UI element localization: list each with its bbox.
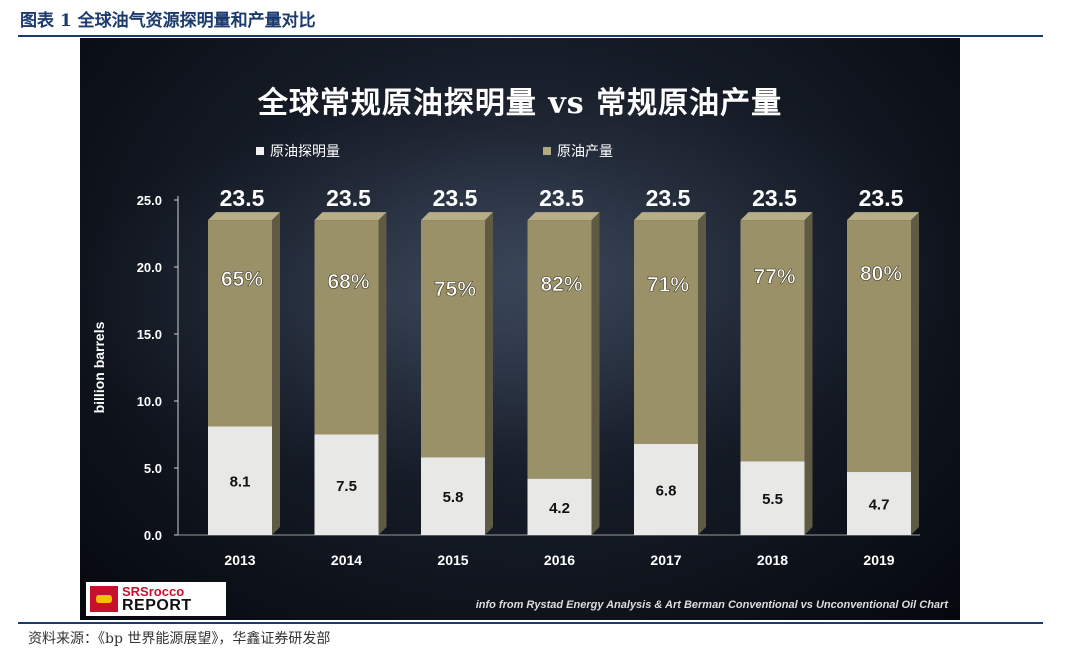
bar-discovered xyxy=(740,461,805,535)
x-tick-label: 2018 xyxy=(757,552,788,568)
data-label-discovered: 4.7 xyxy=(869,497,890,514)
x-tick-label: 2017 xyxy=(650,552,681,568)
legend-swatch-production xyxy=(543,147,551,155)
bar-top xyxy=(847,212,919,221)
source-note: 资料来源：《bp 世界能源展望》，华鑫证券研发部 xyxy=(28,631,331,647)
data-label-discovered: 5.5 xyxy=(762,491,783,508)
bar-side xyxy=(698,212,706,535)
bar-side xyxy=(804,212,813,535)
bar-production xyxy=(208,220,272,427)
bar-discovered xyxy=(634,443,698,535)
total-label: 23.5 xyxy=(859,185,904,211)
bar-top xyxy=(634,212,706,221)
bar-discovered xyxy=(208,426,272,535)
data-label-production: 75% xyxy=(434,278,476,301)
bar-production xyxy=(634,220,698,444)
bar-production xyxy=(740,220,805,462)
data-label-discovered: 5.8 xyxy=(443,489,464,506)
total-label: 23.5 xyxy=(539,185,584,211)
data-label-production: 71% xyxy=(647,274,689,297)
x-tick-label: 2016 xyxy=(544,552,575,568)
data-label-production: 77% xyxy=(753,265,795,288)
bar-top xyxy=(421,212,493,221)
bar-side xyxy=(272,212,280,535)
legend-label-production: 原油产量 xyxy=(557,144,613,160)
y-tick-label: 15.0 xyxy=(137,327,162,342)
bar-side xyxy=(591,212,600,535)
bar-side xyxy=(911,212,919,535)
bar-discovered xyxy=(527,478,592,535)
bottom-rule xyxy=(18,622,1043,624)
x-tick-label: 2014 xyxy=(331,552,362,568)
y-tick-label: 5.0 xyxy=(144,461,162,476)
bar-side xyxy=(378,212,387,535)
data-label-production: 82% xyxy=(540,273,582,296)
bar-discovered xyxy=(314,434,379,535)
data-label-discovered: 7.5 xyxy=(336,478,357,495)
bar-top xyxy=(314,212,387,221)
data-label-discovered: 4.2 xyxy=(549,500,570,517)
total-label: 23.5 xyxy=(646,185,691,211)
bar-production xyxy=(527,220,592,479)
oil-barrel-icon xyxy=(90,586,118,612)
chart-panel: 全球常规原油探明量 vs 常规原油产量 原油探明量 原油产量 0.0 5.0 10.… xyxy=(80,38,960,620)
y-tick-label: 20.0 xyxy=(137,260,162,275)
source-credit: info from Rystad Energy Analysis & Art B… xyxy=(475,599,948,611)
y-tick-label: 10.0 xyxy=(137,394,162,409)
legend-label-discovered: 原油探明量 xyxy=(270,144,340,160)
legend-item-production: 原油产量 xyxy=(543,141,613,161)
x-tick-label: 2019 xyxy=(863,552,894,568)
bar-top xyxy=(208,212,280,221)
total-label: 23.5 xyxy=(752,185,797,211)
legend-item-discovered: 原油探明量 xyxy=(256,141,340,161)
x-tick-label: 2015 xyxy=(437,552,468,568)
bar-top xyxy=(527,212,600,221)
y-tick-label: 0.0 xyxy=(144,528,162,543)
top-rule xyxy=(18,35,1043,37)
total-label: 23.5 xyxy=(433,185,478,211)
data-label-discovered: 8.1 xyxy=(230,474,251,491)
y-tick-label: 25.0 xyxy=(137,193,162,208)
legend-swatch-discovered xyxy=(256,147,264,155)
y-axis-label: billion barrels xyxy=(91,321,107,413)
x-tick-label: 2013 xyxy=(224,552,255,568)
bar-discovered xyxy=(421,457,485,535)
bar-side xyxy=(485,212,493,535)
bar-production xyxy=(847,220,911,473)
logo-line1: SRSrocco xyxy=(122,584,185,599)
bar-production xyxy=(314,220,379,435)
data-label-discovered: 6.8 xyxy=(656,482,677,499)
figure-title: 图表 1 全球油气资源探明量和产量对比 xyxy=(20,11,316,31)
bar-chart: 0.0 5.0 10.0 15.0 20.0 25.0 billion barrels 8.1… xyxy=(91,185,920,568)
chart-title: 全球常规原油探明量 vs 常规原油产量 xyxy=(257,86,783,121)
bar-discovered xyxy=(847,472,911,535)
total-label: 23.5 xyxy=(220,185,265,211)
data-label-production: 68% xyxy=(327,271,369,294)
data-label-production: 65% xyxy=(221,268,263,291)
bar-top xyxy=(740,212,813,221)
data-label-production: 80% xyxy=(860,263,902,286)
total-label: 23.5 xyxy=(326,185,371,211)
logo-line2: REPORT xyxy=(122,597,192,614)
bar-production xyxy=(421,220,485,458)
srsrocco-logo: SRSrocco REPORT xyxy=(86,582,226,616)
